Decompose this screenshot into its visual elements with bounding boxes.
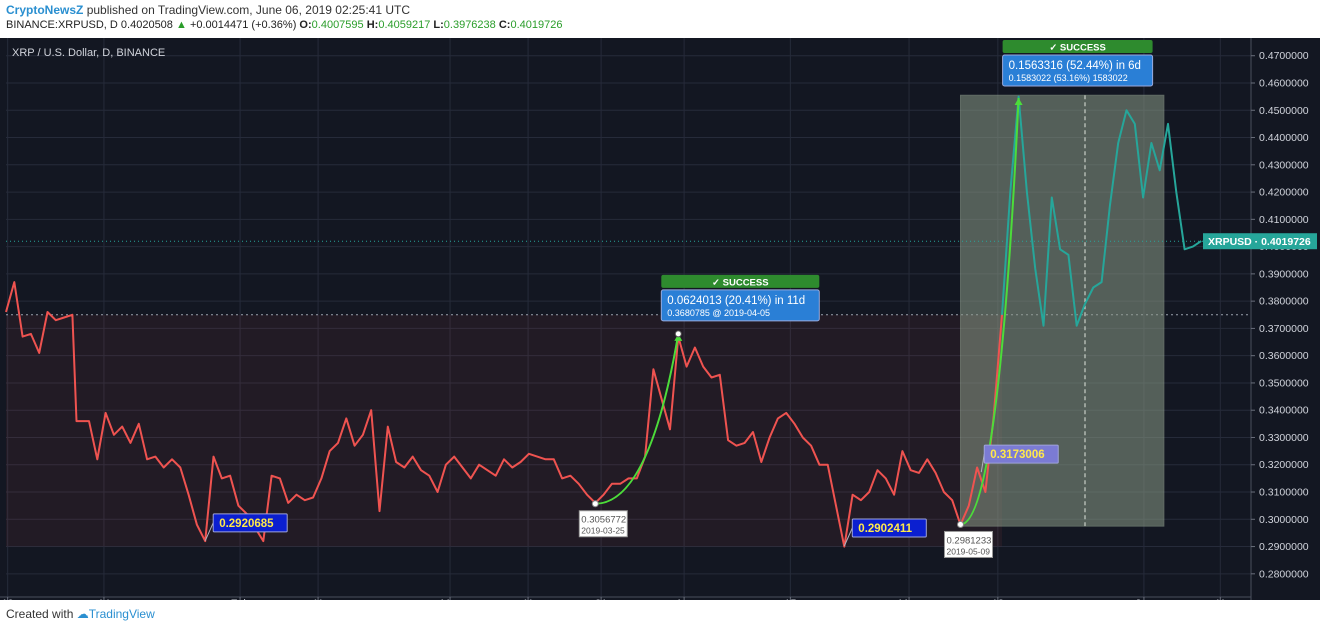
y-tick-label: 0.4600000 xyxy=(1259,77,1309,89)
change-up-arrow-icon: ▲ xyxy=(175,19,187,31)
projection-1-start xyxy=(591,500,599,508)
from-label-1-value: 0.3056772 xyxy=(581,515,626,526)
author-link[interactable]: CryptoNewsZ xyxy=(6,3,84,17)
success-2-badge-text: ✓ SUCCESS xyxy=(1049,43,1106,54)
mid-callout-3-text: 0.3173006 xyxy=(990,449,1044,461)
low-callout-1-leader xyxy=(204,522,214,542)
success-2-info-box xyxy=(1002,54,1154,87)
chart-title: XRP / U.S. Dollar, D, BINANCE xyxy=(12,47,165,59)
y-tick-label: 0.4200000 xyxy=(1259,187,1309,199)
x-tick-label: 11 xyxy=(522,598,533,600)
low-callout-2-text: 0.2902411 xyxy=(858,523,912,535)
y-tick-label: 0.3700000 xyxy=(1259,323,1309,335)
price-change: +0.0014471 (+0.36%) xyxy=(189,19,297,31)
close-label: C: xyxy=(498,19,511,31)
created-with-text: Created with xyxy=(6,607,74,621)
success-1-info-box xyxy=(660,289,820,322)
success-1-info-line1: 0.0624013 (20.41%) in 11d xyxy=(667,295,805,307)
y-tick-label: 0.3000000 xyxy=(1259,514,1309,526)
y-tick-label: 0.3600000 xyxy=(1259,350,1309,362)
last-price-tag-text: XRPUSD · 0.4019726 xyxy=(1208,236,1311,248)
success-1-badge-text: ✓ SUCCESS xyxy=(712,277,769,288)
footer: Created with ☁TradingView xyxy=(6,607,155,621)
y-tick-label: 0.2800000 xyxy=(1259,568,1309,580)
low-callout-2-box xyxy=(851,518,927,538)
y-tick-label: 0.4100000 xyxy=(1259,214,1309,226)
success-1-info-line2: 0.3680785 @ 2019-04-05 xyxy=(667,308,770,318)
x-tick-label: 14 xyxy=(98,598,110,600)
publish-text: published on TradingView.com, June 06, 2… xyxy=(86,3,411,17)
high-value: 0.4059217 xyxy=(378,19,431,31)
y-tick-label: 0.3800000 xyxy=(1259,296,1309,308)
projection-2 xyxy=(960,97,1020,526)
low-value: 0.3976238 xyxy=(443,19,496,31)
y-tick-label: 0.3500000 xyxy=(1259,377,1309,389)
x-tick-label: May xyxy=(899,598,920,600)
open-value: 0.4007595 xyxy=(311,19,364,31)
y-tick-label: 0.3100000 xyxy=(1259,487,1309,499)
from-label-1-date: 2019-03-25 xyxy=(581,526,625,536)
x-tick-label: Feb xyxy=(231,598,250,600)
from-label-2-date: 2019-05-09 xyxy=(947,546,991,556)
success-2-info-line1: 0.1563316 (52.44%) in 6d xyxy=(1009,60,1141,72)
low-callout-1-text: 0.2920685 xyxy=(219,518,274,530)
x-tick-label: Mar xyxy=(441,598,460,600)
tradingview-logo-icon[interactable]: ☁ xyxy=(76,607,89,621)
y-tick-label: 0.3900000 xyxy=(1259,268,1309,280)
from-label-2-value: 0.2981233 xyxy=(947,535,992,546)
x-tick-label: 15 xyxy=(784,598,796,600)
from-label-1-box xyxy=(578,510,628,538)
x-tick-label: 19 xyxy=(2,598,14,600)
success-2-badge xyxy=(1002,40,1153,53)
close-value: 0.4019726 xyxy=(510,19,563,31)
tradingview-link[interactable]: TradingView xyxy=(88,607,155,621)
projection-1-target xyxy=(674,330,682,338)
projection-2-start xyxy=(957,520,964,528)
y-tick-label: 0.4500000 xyxy=(1259,105,1309,117)
series-line-up xyxy=(1001,95,1202,327)
high-label: H: xyxy=(366,19,379,31)
mid-callout-3-box xyxy=(983,444,1059,464)
x-tick-label: Jun xyxy=(1135,598,1153,600)
from-label-2-box xyxy=(944,530,993,558)
low-callout-2-leader xyxy=(843,527,853,547)
success-2-info-line2: 0.1583022 (53.16%) 1583022 xyxy=(1009,73,1128,83)
low-callout-1-box xyxy=(212,513,288,533)
x-tick-label: 13 xyxy=(992,598,1004,600)
publish-info: CryptoNewsZ published on TradingView.com… xyxy=(6,3,410,17)
x-tick-label: 21 xyxy=(595,598,607,600)
low-label: L: xyxy=(433,19,444,31)
ohlc-bar: BINANCE:XRPUSD, D 0.4020508 ▲ +0.0014471… xyxy=(6,19,562,31)
projection-2-arrow-icon xyxy=(1014,97,1023,105)
x-tick-label: Apr xyxy=(676,598,693,600)
open-label: O: xyxy=(299,19,312,31)
y-tick-label: 0.3200000 xyxy=(1259,459,1309,471)
y-tick-label: 0.4400000 xyxy=(1259,132,1309,144)
x-tick-label: 11 xyxy=(1215,598,1226,600)
success-1-badge xyxy=(661,274,820,288)
ref-tint xyxy=(6,314,1002,547)
y-tick-label: 0.4300000 xyxy=(1259,159,1309,171)
y-tick-label: 0.2900000 xyxy=(1259,541,1309,553)
price-chart[interactable]: 0.2800000 0.2900000 0.3000000 0.3100000 0.32… xyxy=(0,38,1320,600)
symbol-label: BINANCE:XRPUSD, D xyxy=(6,19,118,31)
projection-1 xyxy=(595,333,680,505)
last-price-tag xyxy=(1203,233,1317,250)
y-tick-label: 0.3400000 xyxy=(1259,405,1309,417)
x-tick-label: 11 xyxy=(312,598,323,600)
y-tick-label: 0.3300000 xyxy=(1259,432,1309,444)
y-tick-label: 0.4700000 xyxy=(1259,50,1309,62)
series-line-down xyxy=(5,281,1003,548)
last-price: 0.4020508 xyxy=(120,19,173,31)
